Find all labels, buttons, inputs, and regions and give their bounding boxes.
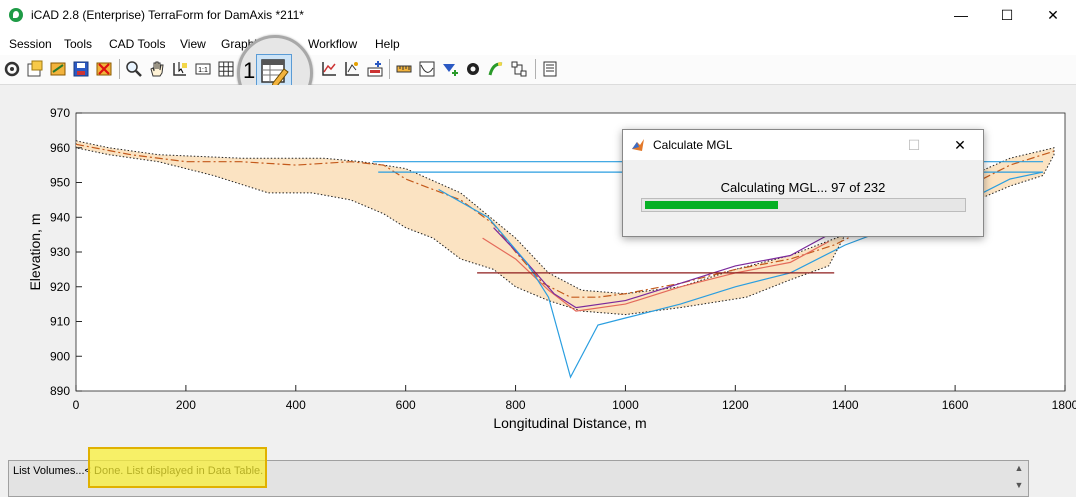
gear-icon[interactable] bbox=[464, 60, 482, 78]
y-tick-label: 910 bbox=[50, 315, 70, 329]
y-tick-label: 920 bbox=[50, 280, 70, 294]
x-tick-label: 1000 bbox=[612, 398, 639, 412]
profile-icon[interactable] bbox=[320, 60, 338, 78]
y-tick-label: 930 bbox=[50, 245, 70, 259]
data-table-button[interactable] bbox=[256, 54, 292, 90]
y-axis-label: Elevation, m bbox=[27, 213, 43, 290]
minimize-button[interactable]: — bbox=[954, 7, 968, 23]
y-tick-label: 960 bbox=[50, 141, 70, 155]
report-icon[interactable] bbox=[541, 60, 559, 78]
x-tick-label: 800 bbox=[506, 398, 526, 412]
progress-bar bbox=[641, 198, 966, 212]
x-tick-label: 1600 bbox=[942, 398, 969, 412]
path-icon[interactable] bbox=[487, 60, 505, 78]
pan-hand-icon[interactable] bbox=[148, 60, 166, 78]
data-table-edit-icon bbox=[261, 59, 289, 88]
window-title: iCAD 2.8 (Enterprise) TerraForm for DamA… bbox=[31, 8, 304, 22]
y-tick-label: 890 bbox=[50, 384, 70, 398]
toolbar: 1:1 bbox=[0, 55, 1076, 85]
x-tick-label: 1400 bbox=[832, 398, 859, 412]
y-tick-label: 940 bbox=[50, 210, 70, 224]
import-icon[interactable] bbox=[49, 60, 67, 78]
measure-icon[interactable] bbox=[395, 60, 413, 78]
y-tick-label: 950 bbox=[50, 176, 70, 190]
menu-tools[interactable]: Tools bbox=[64, 37, 93, 51]
menu-help[interactable]: Help bbox=[375, 37, 400, 51]
dialog-title: Calculate MGL bbox=[653, 138, 733, 152]
menu-cad-tools[interactable]: CAD Tools bbox=[109, 37, 166, 51]
progress-fill bbox=[645, 201, 778, 209]
matlab-icon bbox=[632, 139, 644, 151]
elevation-band bbox=[75, 140, 1055, 316]
menu-view[interactable]: View bbox=[180, 37, 206, 51]
x-tick-label: 0 bbox=[73, 398, 80, 412]
y-tick-label: 970 bbox=[50, 106, 70, 120]
delete-icon[interactable] bbox=[95, 60, 113, 78]
menu-workflow[interactable]: Workflow bbox=[308, 37, 358, 51]
x-tick-label: 200 bbox=[176, 398, 196, 412]
close-button[interactable]: ✕ bbox=[1047, 7, 1059, 23]
menu-bar: Session Tools CAD Tools View Graphics Wo… bbox=[0, 31, 1076, 55]
profile-plot[interactable]: 0 200 400 600 800 1000 1200 1400 1600 1800 890 900 9… bbox=[0, 85, 1076, 455]
title-bar: iCAD 2.8 (Enterprise) TerraForm for DamA… bbox=[0, 0, 1076, 31]
series-line-2 bbox=[482, 237, 829, 312]
y-tick-label: 900 bbox=[50, 349, 70, 363]
status-scroll-up-button[interactable]: ▲ bbox=[1014, 463, 1024, 473]
save-icon[interactable] bbox=[72, 60, 90, 78]
polyline-icon[interactable] bbox=[343, 60, 361, 78]
dialog-close-button[interactable]: ✕ bbox=[954, 137, 966, 153]
status-scroll-down-button[interactable]: ▼ bbox=[1014, 480, 1024, 490]
calculate-mgl-dialog: Calculate MGL ☐ ✕ Calculating MGL... 97 … bbox=[622, 129, 984, 237]
insert-point-icon[interactable] bbox=[441, 60, 459, 78]
grid-icon[interactable] bbox=[217, 60, 235, 78]
network-icon[interactable] bbox=[510, 60, 528, 78]
status-highlight bbox=[88, 447, 267, 488]
zoom-icon[interactable] bbox=[125, 60, 143, 78]
point-edit-icon[interactable] bbox=[366, 60, 384, 78]
x-tick-label: 400 bbox=[286, 398, 306, 412]
open-session-icon[interactable] bbox=[26, 60, 44, 78]
x-tick-label: 600 bbox=[396, 398, 416, 412]
select-icon[interactable] bbox=[171, 60, 189, 78]
svg-text:1:1: 1:1 bbox=[198, 67, 208, 74]
settings-icon[interactable] bbox=[3, 60, 21, 78]
magnifier-label: 1 bbox=[243, 58, 256, 83]
x-tick-label: 1800 bbox=[1052, 398, 1076, 412]
app-logo-icon bbox=[9, 8, 23, 22]
dialog-maximize-button: ☐ bbox=[907, 137, 921, 153]
scale-1-1-icon[interactable]: 1:1 bbox=[194, 60, 212, 78]
maximize-button[interactable]: ☐ bbox=[1000, 7, 1014, 23]
curve-icon[interactable] bbox=[418, 60, 436, 78]
progress-message: Calculating MGL... 97 of 232 bbox=[720, 180, 886, 195]
menu-session[interactable]: Session bbox=[9, 37, 52, 51]
x-axis-label: Longitudinal Distance, m bbox=[493, 415, 646, 431]
x-tick-label: 1200 bbox=[722, 398, 749, 412]
dialog-title-bar[interactable]: Calculate MGL ☐ ✕ bbox=[623, 130, 983, 160]
